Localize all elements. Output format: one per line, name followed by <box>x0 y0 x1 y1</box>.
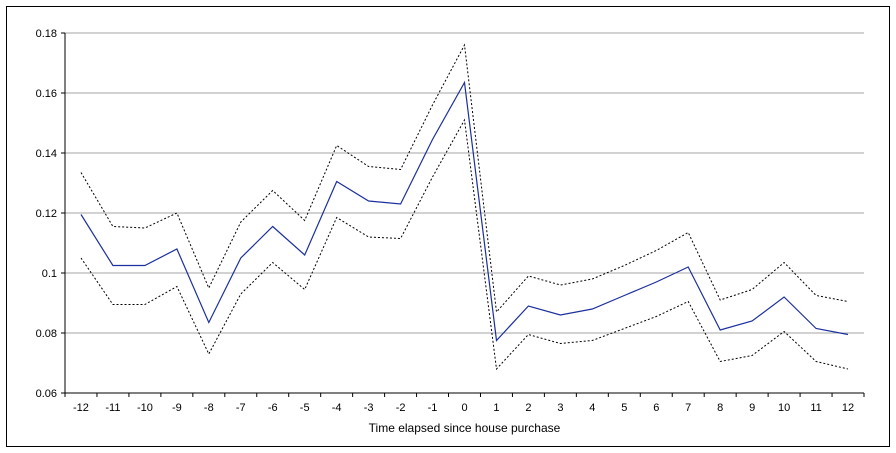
y-tick-labels: 0.06 0.08 0.1 0.12 0.14 0.16 0.18 <box>36 28 57 400</box>
x-tick-label: -8 <box>204 402 214 414</box>
x-tick-label: 7 <box>685 402 691 414</box>
x-tick-label: 12 <box>842 402 854 414</box>
series-line-upper-bound <box>80 43 849 314</box>
gridlines <box>65 32 864 334</box>
x-tick-label: 9 <box>749 402 755 414</box>
y-tick-label: 0.06 <box>36 388 57 400</box>
x-tick-label: 3 <box>557 402 563 414</box>
y-tick-label: 0.18 <box>36 28 57 40</box>
x-axis-title: Time elapsed since house purchase <box>369 421 561 435</box>
x-tick-label: 8 <box>717 402 723 414</box>
series-line-lower-bound <box>80 118 849 371</box>
x-tick-label: 10 <box>778 402 790 414</box>
x-tick-label: -6 <box>268 402 278 414</box>
x-tick-label: -10 <box>137 402 153 414</box>
x-tick-label: -4 <box>332 402 342 414</box>
y-tick-label: 0.1 <box>42 268 57 280</box>
y-tick-label: 0.12 <box>36 208 57 220</box>
x-tick-labels: -12 -11 -10 -9 -8 -7 -6 -5 -4 -3 -2 -1 0 1 2 3 4 5 6 7 8 9 10 1… <box>73 402 854 414</box>
x-tick-label: -3 <box>364 402 374 414</box>
x-tick-label: 1 <box>493 402 499 414</box>
x-tick-label: -1 <box>428 402 438 414</box>
y-tick-label: 0.16 <box>36 88 57 100</box>
line-chart: 0.060.080.10.120.140.160.18 -12 -11 -10 -9-… <box>36 28 865 435</box>
x-tick-label: -12 <box>73 402 89 414</box>
y-tick-label: 0.08 <box>36 328 57 340</box>
x-tick-label: 6 <box>653 402 659 414</box>
x-tick-label: -11 <box>105 402 120 414</box>
x-tick-label: 11 <box>810 402 821 414</box>
y-tick-label: 0.14 <box>36 148 57 160</box>
chart-frame: 0.06 0.08 0.1 0.12 0.14 0.16 0.18 -12 -11 -10 -9-… <box>6 6 890 447</box>
series-line-estimate <box>80 80 849 342</box>
x-tick-label: -9 <box>172 402 182 414</box>
x-tick-label: 2 <box>525 402 531 414</box>
x-tick-label: 5 <box>621 402 627 414</box>
x-tick-label: 4 <box>589 402 595 414</box>
x-tick-label: 0 <box>461 402 467 414</box>
x-tick-label: -7 <box>236 402 246 414</box>
series-lines <box>80 43 849 371</box>
x-tick-label: -2 <box>396 402 406 414</box>
axes <box>61 32 865 397</box>
x-tick-label: -5 <box>300 402 310 414</box>
